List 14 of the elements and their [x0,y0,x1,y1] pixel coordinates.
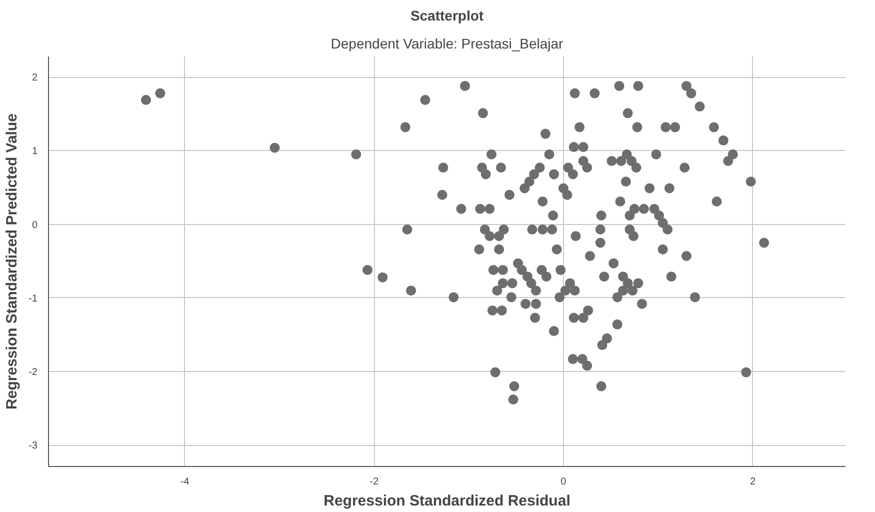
x-axis-title: Regression Standardized Residual [324,492,570,510]
y-axis-title: Regression Standardized Predicted Value [4,114,21,410]
y-tick-label: 0 [32,220,38,231]
x-tick-label: -4 [180,476,190,488]
chart-title: Scatterplot [410,8,484,24]
y-tick-label: -3 [28,440,38,452]
y-tick-label: 2 [32,72,38,84]
x-tick-label: 2 [750,476,756,488]
y-tick-label: -2 [28,367,38,378]
chart-subtitle: Dependent Variable: Prestasi_Belajar [330,36,564,52]
y-tick-label: -1 [28,293,38,304]
x-tick-label: -2 [370,476,379,488]
y-tick-label: 1 [32,146,38,158]
x-tick-label: 0 [560,476,567,488]
